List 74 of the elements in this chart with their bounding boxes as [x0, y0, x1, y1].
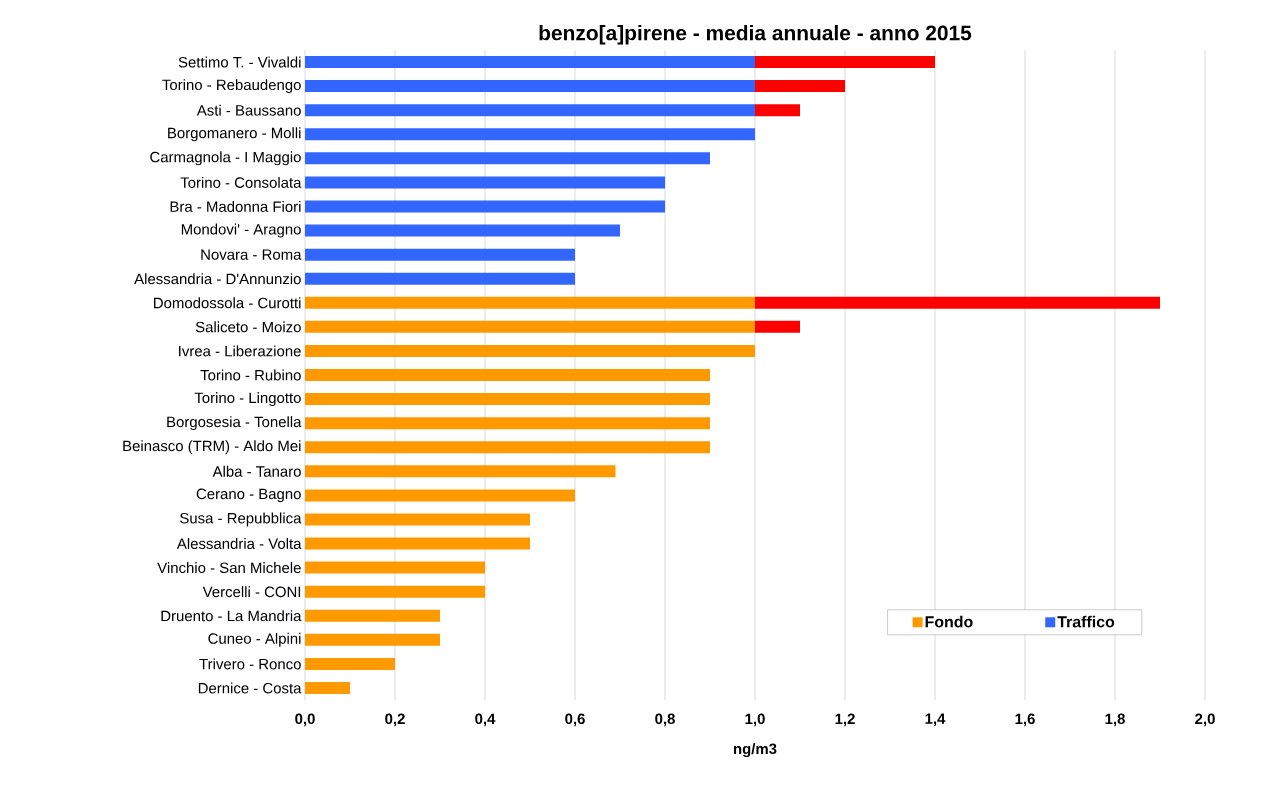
- y-tick-label: Borgosesia - Tonella: [167, 416, 302, 431]
- legend-label: Fondo: [925, 615, 973, 628]
- bar: [305, 393, 710, 406]
- y-tick-label: Carmagnola - I Maggio: [150, 151, 301, 166]
- y-tick-label: Vercelli - CONI: [202, 586, 301, 598]
- bar: [305, 248, 575, 261]
- x-axis-title: ng/m3: [733, 743, 777, 758]
- y-tick-label: Cuneo - Alpini: [208, 632, 301, 647]
- x-tick-label: 2,0: [1195, 713, 1215, 727]
- y-tick-label: Alessandria - D'Annunzio: [134, 273, 301, 285]
- x-tick-label: 0,4: [475, 713, 496, 727]
- bar: [755, 56, 935, 69]
- y-tick-label: Beinasco (TRM) - Aldo Mei: [123, 440, 301, 455]
- y-tick-label: Alba - Tanaro: [212, 465, 301, 477]
- bar: [305, 104, 755, 117]
- x-tick-label: 0,2: [385, 713, 405, 727]
- x-tick-label: 0,6: [565, 713, 585, 727]
- bar: [755, 80, 845, 93]
- y-tick-label: Vinchio - San Michele: [157, 562, 301, 574]
- y-tick-label: Alessandria - Volta: [176, 538, 302, 550]
- bar: [755, 296, 1161, 309]
- bar: [305, 609, 440, 622]
- y-tick-label: Asti - Baussano: [196, 104, 301, 116]
- legend-label: Traffico: [1057, 615, 1115, 628]
- bar: [305, 344, 755, 357]
- bar: [305, 272, 575, 285]
- x-tick-label: 0,0: [295, 713, 315, 727]
- bar: [305, 633, 440, 646]
- bar: [305, 513, 530, 526]
- bar: [305, 537, 530, 550]
- y-tick-label: Druento - La Mandria: [161, 610, 302, 622]
- y-tick-label: Saliceto - Moizo: [195, 321, 301, 333]
- y-tick-label: Novara - Roma: [201, 249, 302, 260]
- bar: [305, 585, 485, 598]
- y-tick-label: Borgomanero - Molli: [168, 127, 301, 142]
- bar: [305, 296, 755, 309]
- bar: [305, 465, 616, 478]
- bar: [305, 200, 665, 213]
- y-tick-label: Torino - Rubino: [200, 369, 301, 381]
- chart-title: benzo[a]pirene - media annuale - anno 2015: [539, 25, 972, 45]
- y-tick-label: Trivero - Ronco: [199, 658, 301, 670]
- bar: [305, 561, 485, 574]
- bar: [305, 128, 755, 141]
- x-tick-label: 1,2: [835, 713, 855, 727]
- bar: [305, 224, 620, 237]
- y-tick-label: Torino - Consolata: [180, 176, 302, 188]
- bar: [305, 657, 395, 670]
- y-tick-label: Ivrea - Liberazione: [179, 345, 301, 357]
- bar: [755, 104, 800, 117]
- bar: [305, 441, 710, 454]
- y-tick-label: Bra - Madonna Fiori: [170, 201, 301, 212]
- x-tick-label: 1,6: [1015, 713, 1035, 727]
- x-tick-label: 1,0: [745, 713, 765, 727]
- bar: [305, 176, 665, 189]
- bar: [755, 320, 800, 333]
- y-tick-label: Torino - Lingotto: [194, 392, 301, 407]
- y-tick-label: Torino - Rebaudengo: [162, 79, 301, 94]
- x-tick-label: 1,4: [925, 713, 946, 727]
- y-tick-label: Settimo T. - Vivaldi: [178, 56, 301, 68]
- x-tick-label: 0,8: [655, 713, 675, 727]
- bar: [305, 80, 755, 93]
- bar: [305, 152, 710, 165]
- bar: [305, 369, 710, 382]
- y-tick-label: Dernice - Costa: [198, 682, 302, 694]
- y-tick-label: Domodossola - Curotti: [154, 297, 301, 309]
- bar: [305, 320, 755, 333]
- bar: [305, 681, 350, 694]
- bar: [305, 56, 755, 69]
- y-tick-label: Mondovi' - Aragno: [181, 223, 301, 238]
- bar: [305, 417, 710, 430]
- bar: [305, 489, 575, 502]
- x-tick-label: 1,8: [1105, 713, 1125, 727]
- y-tick-label: Susa - Repubblica: [180, 512, 302, 527]
- y-tick-label: Cerano - Bagno: [196, 488, 301, 503]
